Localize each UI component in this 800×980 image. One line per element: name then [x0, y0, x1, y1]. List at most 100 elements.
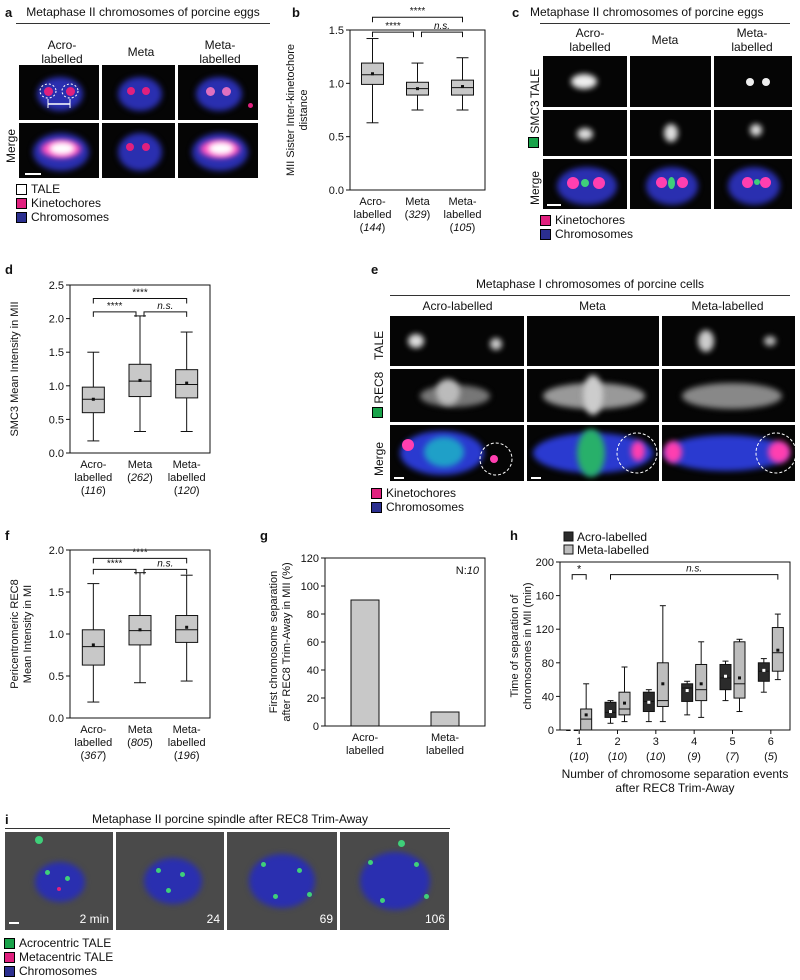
- x-tick-label: labelled: [426, 745, 464, 757]
- mean-marker: [584, 713, 588, 717]
- micrograph-a-2-3: [177, 122, 259, 179]
- significance-bracket: [92, 311, 137, 317]
- y-axis-label: after REC8 Trim-Away in MII (%): [281, 562, 293, 721]
- x-axis-label: Number of chromosome separation events: [562, 767, 789, 781]
- y-tick-label: 2.5: [49, 280, 64, 292]
- micrograph-c-1-2: [629, 55, 712, 108]
- y-tick-label: 40: [307, 665, 319, 677]
- panel-a-label: a: [5, 5, 13, 20]
- y-axis-label: SMC3 Mean Intensity in MII: [9, 301, 21, 436]
- chart-g: 0 20 40 60 80 100 120 First chromosome separati…: [268, 553, 486, 757]
- x-tick-label: Meta-: [431, 732, 459, 744]
- panel-c-row-smc3: SMC3: [528, 100, 542, 148]
- panel-e-row-merge: Merge: [372, 441, 386, 476]
- micrograph-c-2-2: [629, 109, 712, 157]
- panel-e-title: Metaphase I chromosomes of porcine cells: [475, 277, 705, 291]
- micrograph-a-2-2: [101, 122, 176, 179]
- sample-size: (116): [81, 485, 106, 497]
- x-axis-label: after REC8 Trim-Away: [615, 781, 734, 795]
- x-tick-label: Acro-: [352, 732, 379, 744]
- panel-i-title: Metaphase II porcine spindle after REC8 …: [92, 812, 368, 826]
- x-tick-label: Meta: [405, 196, 430, 208]
- sample-size: (196): [174, 750, 200, 762]
- y-tick-label: 60: [307, 637, 319, 649]
- panel-e-row-tale: TALE: [372, 330, 386, 360]
- mean-marker: [570, 728, 574, 732]
- panel-c-legend: Kinetochores Chromosomes: [540, 213, 633, 241]
- legend-c-2: Chromosomes: [555, 227, 634, 241]
- mean-marker: [138, 378, 142, 382]
- significance-bracket: [610, 574, 779, 580]
- panel-e-col-2: Meta: [579, 299, 606, 313]
- y-tick-label: 1.0: [49, 381, 64, 393]
- micrograph-e-3-1: [389, 424, 525, 482]
- y-axis-label: First chromosome separation: [268, 571, 280, 713]
- mean-marker: [91, 643, 95, 647]
- y-axis-label: Time of separation of: [509, 594, 521, 698]
- y-tick-label: 2.0: [49, 545, 64, 557]
- mean-marker: [699, 682, 703, 686]
- chart-d: 0.0 0.5 1.0 1.5 2.0 2.5 SMC3 Mean Intensity in…: [9, 280, 211, 497]
- significance-bracket: [92, 557, 188, 564]
- mean-marker: [623, 701, 626, 705]
- panel-b-label: b: [292, 5, 300, 20]
- significance-label: n.s.: [434, 21, 450, 32]
- box: [681, 683, 694, 702]
- legend-label: Acro-labelled: [577, 530, 647, 544]
- sample-size: (120): [174, 485, 200, 497]
- panel-e-row-rec8: REC8: [372, 372, 386, 418]
- micrograph-e-3-3: [661, 424, 796, 482]
- y-axis-label: chromosomes in MII (min): [522, 582, 534, 709]
- panel-a-col-3: Meta- labelled: [199, 38, 241, 66]
- sample-size: (367): [80, 750, 106, 762]
- legend-a-1: TALE: [31, 182, 61, 196]
- panel-i-legend: Acrocentric TALE Metacentric TALE Chromo…: [4, 936, 113, 978]
- mean-marker: [91, 397, 95, 401]
- micrograph-c-3-3: [713, 158, 793, 210]
- y-axis-label: Pericentromeric REC8: [9, 579, 21, 688]
- legend-c-1: Kinetochores: [555, 213, 626, 227]
- mean-marker: [738, 676, 741, 680]
- significance-label: ****: [385, 21, 401, 32]
- panel-c-title: Metaphase II chromosomes of porcine eggs: [530, 5, 764, 19]
- x-tick-label: 2: [614, 736, 620, 748]
- micrograph-c-1-3: [713, 55, 793, 108]
- plot-frame: [559, 561, 791, 731]
- panel-c-col-3: Meta- labelled: [731, 26, 773, 54]
- chart-h: 0 40 80 120 160 200 Time of separation of chrom…: [509, 530, 791, 795]
- mean-marker: [185, 381, 189, 385]
- y-tick-label: 0.5: [49, 414, 64, 426]
- sample-size: (7): [726, 751, 739, 763]
- significance-label: ****: [132, 547, 148, 558]
- significance-label: ****: [132, 287, 148, 298]
- significance-label: *: [577, 564, 582, 576]
- plot-frame: [324, 557, 486, 727]
- y-tick-label: 0.0: [49, 448, 64, 460]
- panel-c-col-1: Acro- labelled: [569, 26, 611, 54]
- sample-size: (10): [608, 751, 628, 763]
- panel-e-col-3: Meta-labelled: [691, 299, 764, 313]
- panel-h-label: h: [510, 528, 518, 543]
- timelapse-frame-3: 69: [226, 831, 338, 931]
- x-tick-label: labelled: [444, 209, 482, 221]
- mean-marker: [762, 668, 766, 672]
- y-tick-label: 120: [301, 553, 319, 565]
- timelapse-frame-4: 106: [339, 831, 450, 931]
- bar: [350, 599, 380, 727]
- micrograph-a-1-2: [101, 64, 176, 121]
- mean-marker: [647, 700, 651, 704]
- panel-e-col-1: Acro-labelled: [422, 299, 493, 313]
- y-tick-label: 80: [542, 658, 554, 670]
- y-tick-label: 1.5: [49, 347, 64, 359]
- significance-label: n.s.: [157, 301, 173, 312]
- significance-bracket: [92, 568, 137, 575]
- y-tick-label: 1.0: [329, 78, 344, 90]
- mean-marker: [609, 710, 612, 714]
- panel-d-label: d: [5, 262, 13, 277]
- box: [604, 701, 617, 718]
- micrograph-e-2-3: [661, 368, 796, 423]
- sample-size: (329): [405, 209, 431, 221]
- micrograph-a-2-1: [18, 122, 100, 179]
- sample-size: (5): [764, 751, 777, 763]
- timelapse-time-3: 69: [319, 912, 333, 926]
